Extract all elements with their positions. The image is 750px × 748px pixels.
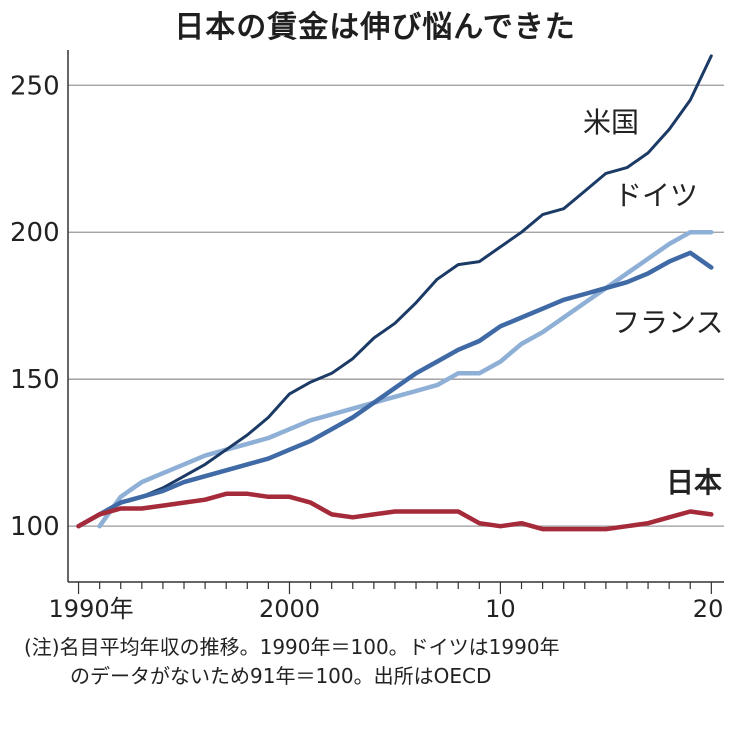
y-tick-label: 250 (10, 71, 60, 101)
y-tick-label: 200 (10, 218, 60, 248)
series-label-usa: 米国 (583, 106, 639, 139)
x-tick-label: 20 (693, 595, 724, 623)
series-label-germany: ドイツ (614, 179, 698, 212)
x-tick-label: 2000 (259, 595, 320, 623)
footnote-line-2: のデータがないため91年＝100。出所はOECD (70, 664, 492, 688)
axis-layer: 100 150 200 250 1990年 2000 10 20 (10, 50, 724, 623)
y-tick-label: 150 (10, 365, 60, 395)
series-label-france: フランス (612, 306, 723, 339)
series-label-japan: 日本 (666, 466, 722, 499)
x-tick-label: 10 (485, 595, 516, 623)
series-line-japan (76, 491, 714, 532)
x-tick-label: 1990年 (49, 595, 134, 623)
series-line-france (76, 250, 714, 529)
footnote-line-1: (注)名目平均年収の推移。1990年＝100。ドイツは1990年 (24, 635, 560, 659)
series-line-usa (77, 54, 713, 528)
series-layer (76, 54, 714, 532)
y-tick-label: 100 (10, 512, 60, 542)
chart-title: 日本の賃金は伸び悩んできた (174, 10, 576, 45)
